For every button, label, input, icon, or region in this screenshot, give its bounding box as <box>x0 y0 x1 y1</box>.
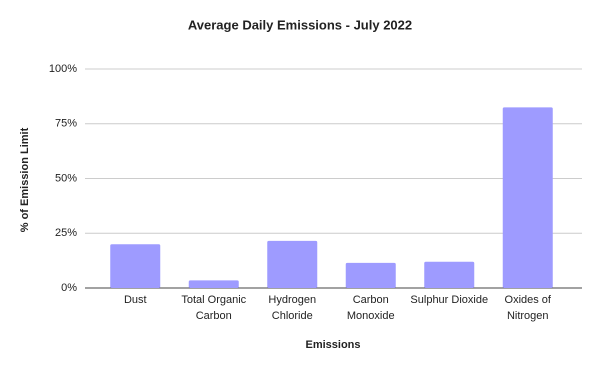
x-tick-label: Total Organic Carbon <box>181 294 247 322</box>
bar <box>345 262 396 288</box>
bar <box>424 261 475 288</box>
y-tick-label: 25% <box>55 227 77 239</box>
x-tick-label: Hydrogen Chloride <box>268 294 317 322</box>
x-tick-label: Sulphur Dioxide <box>410 294 489 306</box>
bar <box>267 240 318 288</box>
x-tick-label: Oxides of Nitrogen <box>504 294 551 322</box>
y-tick-label: 50% <box>55 172 77 184</box>
x-axis-title: Emissions <box>305 339 360 351</box>
bar <box>502 107 553 288</box>
x-tick-label: Dust <box>123 294 147 306</box>
bar <box>110 244 161 288</box>
chart-title: Average Daily Emissions - July 2022 <box>188 17 412 32</box>
y-tick-label: 75% <box>55 118 77 130</box>
y-tick-label: 100% <box>49 63 77 75</box>
y-tick-label: 0% <box>61 282 77 294</box>
x-tick-label: Carbon Monoxide <box>346 294 395 322</box>
y-axis-title: % of Emission Limit <box>19 127 31 232</box>
bar <box>188 280 239 288</box>
